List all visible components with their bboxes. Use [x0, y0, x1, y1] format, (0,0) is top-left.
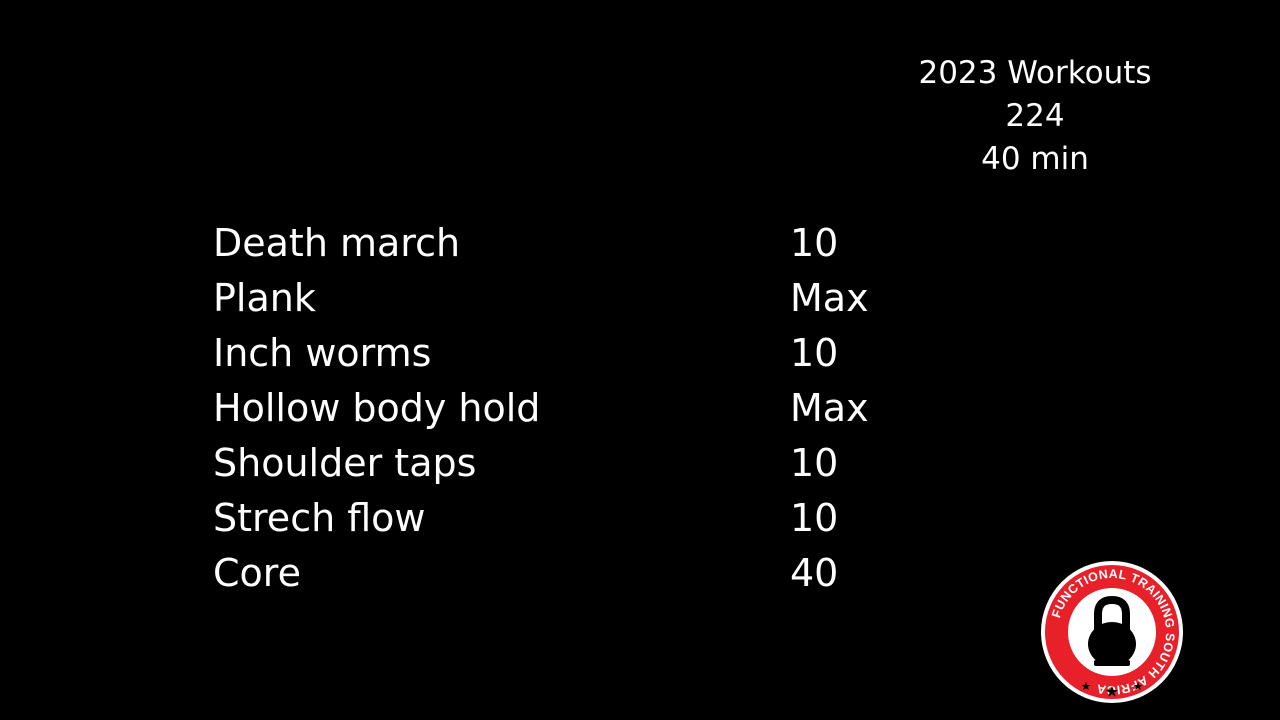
exercise-reps: 10 — [790, 221, 839, 265]
exercise-row: Core 40 — [213, 546, 973, 601]
exercise-row: Shoulder taps 10 — [213, 436, 973, 491]
exercise-name: Hollow body hold — [213, 386, 541, 430]
exercise-reps: 40 — [790, 551, 839, 595]
exercise-row: Death march 10 — [213, 216, 973, 271]
exercise-name: Strech flow — [213, 496, 426, 540]
workout-header: 2023 Workouts 224 40 min — [885, 52, 1185, 181]
exercise-reps: Max — [790, 386, 869, 430]
kettlebell-icon — [1088, 595, 1136, 666]
exercise-reps: 10 — [790, 441, 839, 485]
exercise-name: Core — [213, 551, 301, 595]
workout-number: 224 — [1005, 98, 1065, 134]
exercise-row: Hollow body hold Max — [213, 381, 973, 436]
exercise-name: Shoulder taps — [213, 441, 477, 485]
exercise-reps: 10 — [790, 496, 839, 540]
exercise-row: Plank Max — [213, 271, 973, 326]
exercise-reps: Max — [790, 276, 869, 320]
workout-duration: 40 min — [981, 141, 1089, 177]
exercise-name: Inch worms — [213, 331, 432, 375]
workout-title: 2023 Workouts — [918, 55, 1152, 91]
exercise-reps: 10 — [790, 331, 839, 375]
exercise-row: Inch worms 10 — [213, 326, 973, 381]
exercise-name: Death march — [213, 221, 461, 265]
exercise-row: Strech flow 10 — [213, 491, 973, 546]
exercise-list: Death march 10 Plank Max Inch worms 10 H… — [213, 216, 973, 601]
exercise-name: Plank — [213, 276, 316, 320]
logo-stars — [1081, 682, 1143, 697]
functional-training-logo: FUNCTIONAL TRAINING SOUTH AFRICA — [1041, 561, 1183, 703]
